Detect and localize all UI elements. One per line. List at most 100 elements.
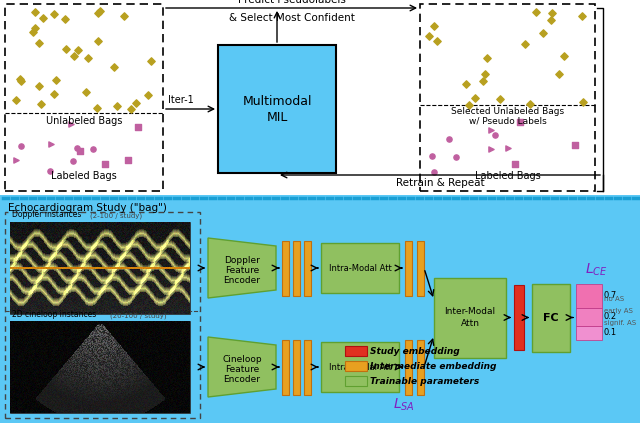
Point: [131, 99, 141, 106]
Text: Unlabeled Bags: Unlabeled Bags: [46, 116, 122, 126]
Point: [92, 105, 102, 112]
Text: no AS: no AS: [604, 296, 624, 302]
Point: [559, 52, 570, 59]
Text: Echocardiogram Study ("bag"): Echocardiogram Study ("bag"): [8, 203, 167, 213]
Point: [478, 78, 488, 85]
Bar: [304, 241, 311, 296]
Point: [486, 146, 496, 152]
Bar: [282, 241, 289, 296]
Bar: [282, 340, 289, 395]
Point: [36, 100, 47, 107]
Point: [424, 33, 435, 39]
Text: Cineloop: Cineloop: [222, 354, 262, 363]
Text: Study embedding: Study embedding: [370, 346, 460, 355]
Text: Inter-Modal: Inter-Modal: [444, 307, 495, 316]
Text: (20-100 / study): (20-100 / study): [110, 313, 166, 319]
Point: [490, 131, 500, 138]
Text: Labeled Bags: Labeled Bags: [51, 171, 117, 181]
Point: [72, 145, 83, 152]
Point: [123, 157, 133, 163]
Point: [428, 23, 438, 30]
Point: [554, 71, 564, 77]
Point: [30, 8, 40, 15]
Point: [525, 101, 535, 107]
Bar: [345, 346, 367, 356]
Point: [46, 141, 56, 148]
Point: [546, 17, 556, 24]
Text: Feature: Feature: [225, 365, 259, 374]
Text: 0.2: 0.2: [604, 312, 617, 321]
Bar: [345, 361, 367, 371]
Point: [49, 90, 60, 97]
Point: [66, 121, 76, 128]
Point: [577, 99, 588, 105]
Bar: [10, 222, 190, 314]
Text: Labeled Bags: Labeled Bags: [475, 171, 540, 181]
Bar: [576, 326, 602, 340]
Bar: [420, 4, 595, 191]
Point: [482, 55, 492, 62]
Bar: [514, 285, 524, 350]
Point: [51, 77, 61, 84]
Point: [547, 10, 557, 16]
Point: [429, 168, 440, 175]
Bar: [293, 340, 300, 395]
Point: [49, 11, 60, 18]
Text: Feature: Feature: [225, 266, 259, 275]
Point: [34, 40, 44, 47]
Point: [470, 94, 481, 101]
Text: Attn: Attn: [461, 319, 479, 328]
Bar: [532, 283, 570, 352]
Bar: [321, 243, 399, 293]
Point: [515, 119, 525, 126]
Text: $L_{SA}$: $L_{SA}$: [393, 397, 415, 413]
Text: Encoder: Encoder: [223, 275, 260, 285]
Point: [15, 75, 25, 82]
Point: [120, 13, 130, 19]
Point: [30, 25, 40, 31]
Text: (2-100 / study): (2-100 / study): [90, 212, 142, 219]
Text: early AS: early AS: [604, 308, 633, 313]
Text: Trainable parameters: Trainable parameters: [370, 376, 479, 385]
Text: $L_{CE}$: $L_{CE}$: [585, 261, 607, 278]
Point: [16, 78, 26, 85]
Polygon shape: [208, 238, 276, 298]
Bar: [576, 283, 602, 308]
Text: MIL: MIL: [266, 110, 288, 124]
Point: [480, 70, 490, 77]
Bar: [0, 195, 640, 423]
Text: Multimodal: Multimodal: [243, 94, 312, 107]
Point: [432, 38, 442, 45]
Point: [75, 148, 85, 154]
Point: [16, 143, 26, 150]
Text: & Select Most Confident: & Select Most Confident: [228, 13, 355, 23]
Point: [463, 102, 474, 108]
Bar: [304, 340, 311, 395]
Point: [73, 47, 83, 54]
Point: [11, 97, 21, 104]
Point: [126, 106, 136, 113]
Bar: [321, 342, 399, 392]
Text: Intra-Modal Att: Intra-Modal Att: [328, 363, 392, 371]
Point: [502, 144, 513, 151]
Point: [38, 14, 48, 21]
Point: [461, 80, 471, 87]
Point: [61, 46, 71, 52]
Text: Doppler instances: Doppler instances: [12, 210, 81, 219]
Point: [60, 16, 70, 22]
Text: Iter-1: Iter-1: [168, 95, 194, 105]
Point: [143, 92, 153, 99]
Point: [28, 28, 38, 35]
Text: Intermediate embedding: Intermediate embedding: [370, 362, 497, 371]
Text: Predict Pseudolabels: Predict Pseudolabels: [237, 0, 346, 5]
Point: [444, 136, 454, 143]
Bar: [293, 241, 300, 296]
Polygon shape: [208, 337, 276, 397]
Text: Intra-Modal Att: Intra-Modal Att: [328, 264, 392, 272]
Point: [45, 168, 55, 175]
Point: [81, 89, 91, 96]
Text: Encoder: Encoder: [223, 374, 260, 384]
Text: FC: FC: [543, 313, 559, 322]
Point: [83, 55, 93, 62]
Point: [427, 153, 437, 159]
